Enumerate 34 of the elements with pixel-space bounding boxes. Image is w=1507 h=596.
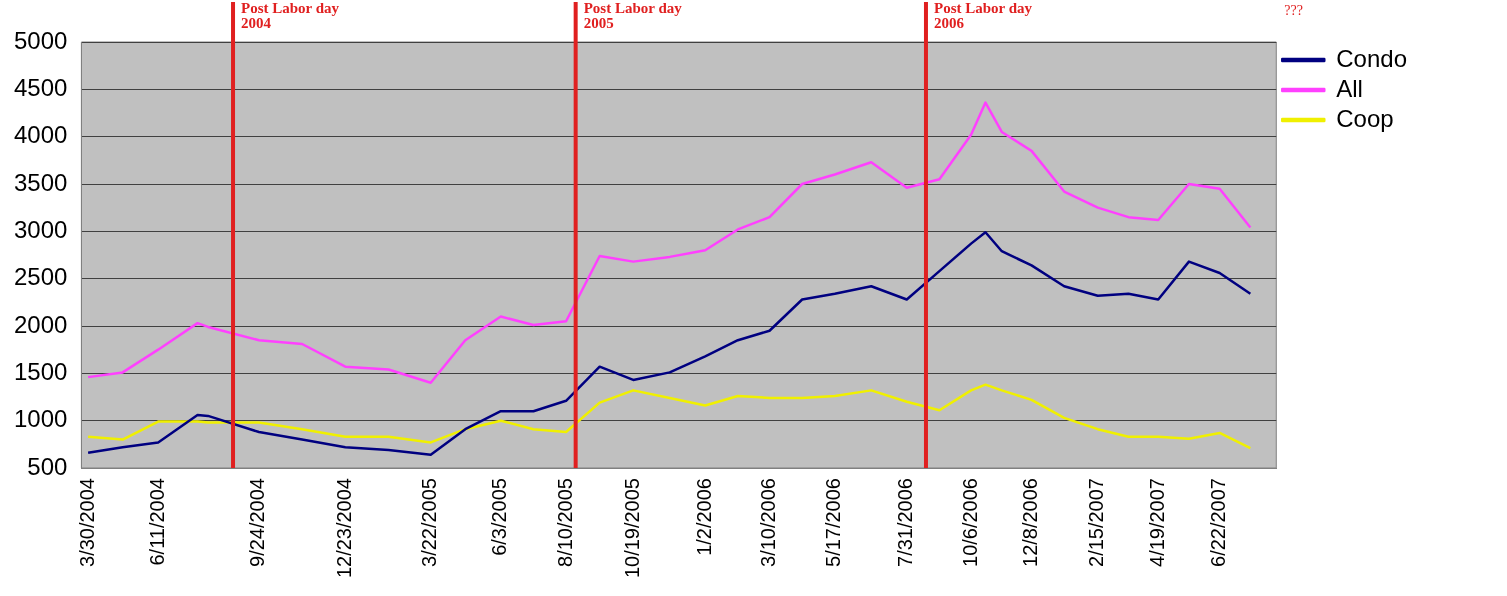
- legend-label: Condo: [1336, 44, 1408, 72]
- x-tick-label: 6/3/2005: [488, 478, 511, 556]
- y-tick-label: 500: [27, 452, 68, 480]
- x-tick-label: 5/17/2006: [822, 478, 845, 567]
- x-tick-label: 12/8/2006: [1019, 478, 1042, 567]
- x-tick-label: 12/23/2004: [332, 478, 355, 579]
- x-tick-label: 1/2/2006: [692, 478, 715, 556]
- x-tick-label: 3/22/2005: [418, 478, 441, 567]
- text: ???: [1284, 2, 1303, 18]
- y-tick-label: 5000: [14, 26, 68, 54]
- x-tick-label: 3/10/2006: [757, 478, 780, 567]
- x-tick-label: 6/11/2004: [145, 478, 168, 566]
- ref-line-label: Post Labor day 2006: [933, 0, 1033, 32]
- x-tick-label: 2/15/2007: [1085, 478, 1108, 567]
- y-tick-label: 3500: [14, 168, 68, 196]
- y-tick-label: 3000: [14, 215, 68, 243]
- y-tick-label: 2500: [14, 263, 68, 291]
- x-tick-label: 9/24/2004: [246, 478, 269, 567]
- y-tick-label: 2000: [14, 310, 68, 338]
- legend-label: All: [1336, 74, 1363, 102]
- x-tick-label: 10/19/2005: [620, 478, 643, 579]
- y-tick-label: 1500: [14, 357, 68, 385]
- y-tick-label: 1000: [14, 405, 68, 433]
- y-tick-label: 4500: [14, 73, 68, 101]
- ref-line-label: Post Labor day 2005: [583, 0, 683, 32]
- x-tick-label: 6/22/2007: [1207, 478, 1230, 567]
- x-tick-label: 8/10/2005: [553, 478, 576, 567]
- y-tick-label: 4000: [14, 121, 68, 149]
- legend-label: Coop: [1336, 104, 1394, 132]
- x-tick-label: 10/6/2006: [958, 478, 981, 567]
- ref-line-label: Post Labor day 2004: [241, 0, 340, 32]
- x-tick-label: 3/30/2004: [75, 478, 98, 567]
- x-tick-label: 4/19/2007: [1145, 478, 1168, 567]
- x-tick-label: 7/31/2006: [894, 478, 917, 567]
